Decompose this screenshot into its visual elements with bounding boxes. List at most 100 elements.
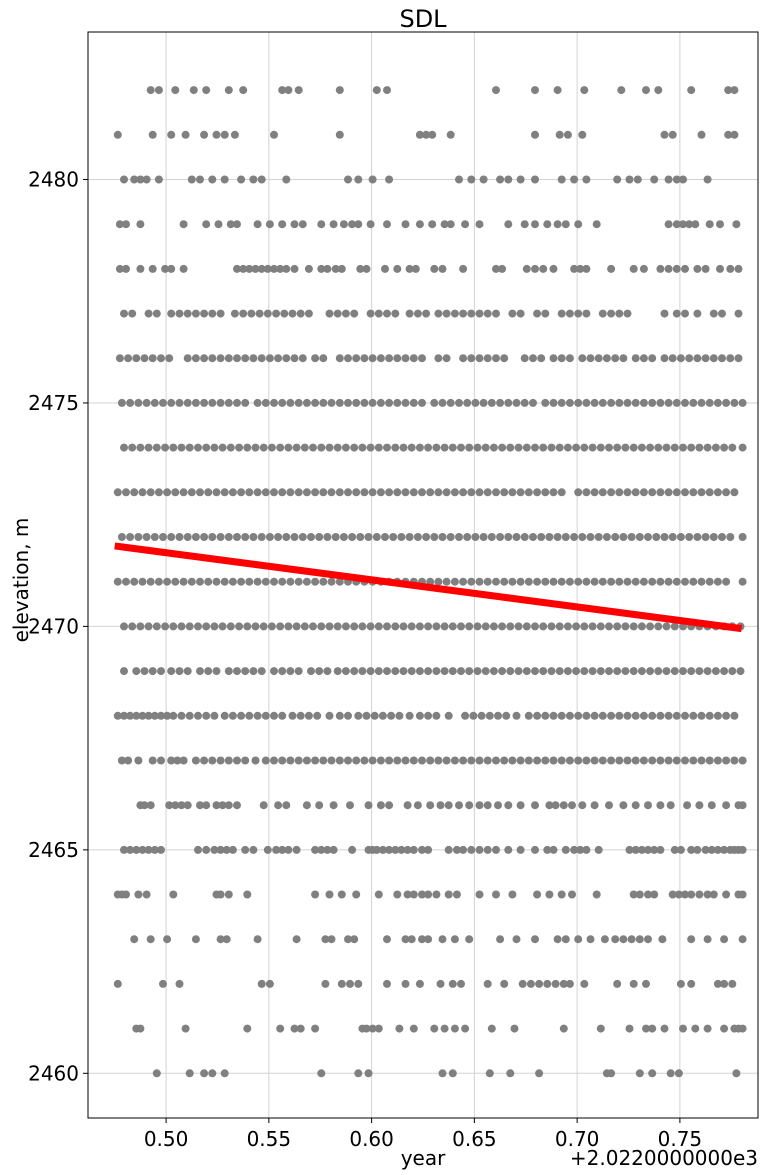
data-point [722,577,731,586]
data-point [208,533,217,541]
data-point [383,86,391,95]
data-point [126,711,135,720]
data-point [596,1024,605,1033]
data-point [502,711,511,720]
data-point [144,622,153,631]
data-point [167,667,176,676]
data-point [549,711,558,720]
data-point [194,845,202,854]
data-point [492,309,500,318]
data-point [475,756,484,765]
data-point [724,86,733,95]
x-tick-label: 0.60 [349,1127,394,1151]
data-point [179,488,188,497]
data-point [588,622,597,631]
data-point [352,354,361,363]
data-point [134,890,143,899]
data-point [422,533,431,541]
data-point [621,667,630,676]
data-point [681,264,689,273]
data-point [142,175,151,184]
data-point [253,935,262,944]
data-point [185,443,194,452]
data-point [607,711,616,720]
data-point [623,398,632,407]
data-point [335,86,344,95]
data-point [376,398,385,407]
data-point [292,935,301,944]
data-point [598,756,607,765]
data-point [233,801,241,810]
data-point [713,845,722,854]
data-point [442,309,451,318]
data-point [670,443,679,452]
data-point [594,533,603,541]
data-point [434,577,443,586]
data-point [216,890,225,899]
data-point [629,264,638,273]
data-point [705,711,714,720]
data-point [224,801,233,810]
data-point [736,667,745,676]
data-point [270,756,278,765]
data-point [282,533,291,541]
data-point [311,354,320,363]
data-point [391,443,400,452]
data-point [391,622,400,631]
data-point [218,443,227,452]
data-point [276,1024,285,1033]
data-point [385,354,394,363]
data-point [272,845,281,854]
data-point [130,935,139,944]
data-point [557,354,566,363]
data-point [286,488,295,497]
data-point [664,756,673,765]
data-point [623,756,632,765]
data-point [664,488,673,497]
data-point [438,1069,447,1078]
data-point [440,622,449,631]
data-point [563,443,572,452]
data-point [333,309,342,318]
data-point [716,264,724,273]
data-point [676,533,685,541]
data-point [228,845,237,854]
data-point [627,935,636,944]
data-point [426,801,435,810]
data-point [383,667,391,676]
data-point [290,1024,299,1033]
data-point [360,488,369,497]
data-point [496,175,505,184]
data-point [732,220,741,229]
data-point [664,175,673,184]
data-point [703,175,712,184]
data-point [259,443,268,452]
data-point [364,801,373,810]
data-point [568,890,576,899]
data-point [681,488,689,497]
data-point [432,667,441,676]
data-point [504,533,513,541]
data-point [438,533,447,541]
data-point [235,443,244,452]
data-point [409,756,418,765]
data-point [128,443,137,452]
data-point [582,175,591,184]
data-point [294,86,303,95]
data-point [672,175,681,184]
data-point [311,756,320,765]
data-point [572,667,581,676]
data-point [574,935,583,944]
data-point [122,488,130,497]
data-point [531,86,539,95]
data-point [401,488,410,497]
data-point [413,309,422,318]
data-point [237,577,246,586]
data-point [533,711,542,720]
data-point [483,309,492,318]
data-point [191,533,200,541]
data-point [255,309,264,318]
data-point [393,756,402,765]
data-point [625,845,634,854]
data-point [635,935,644,944]
